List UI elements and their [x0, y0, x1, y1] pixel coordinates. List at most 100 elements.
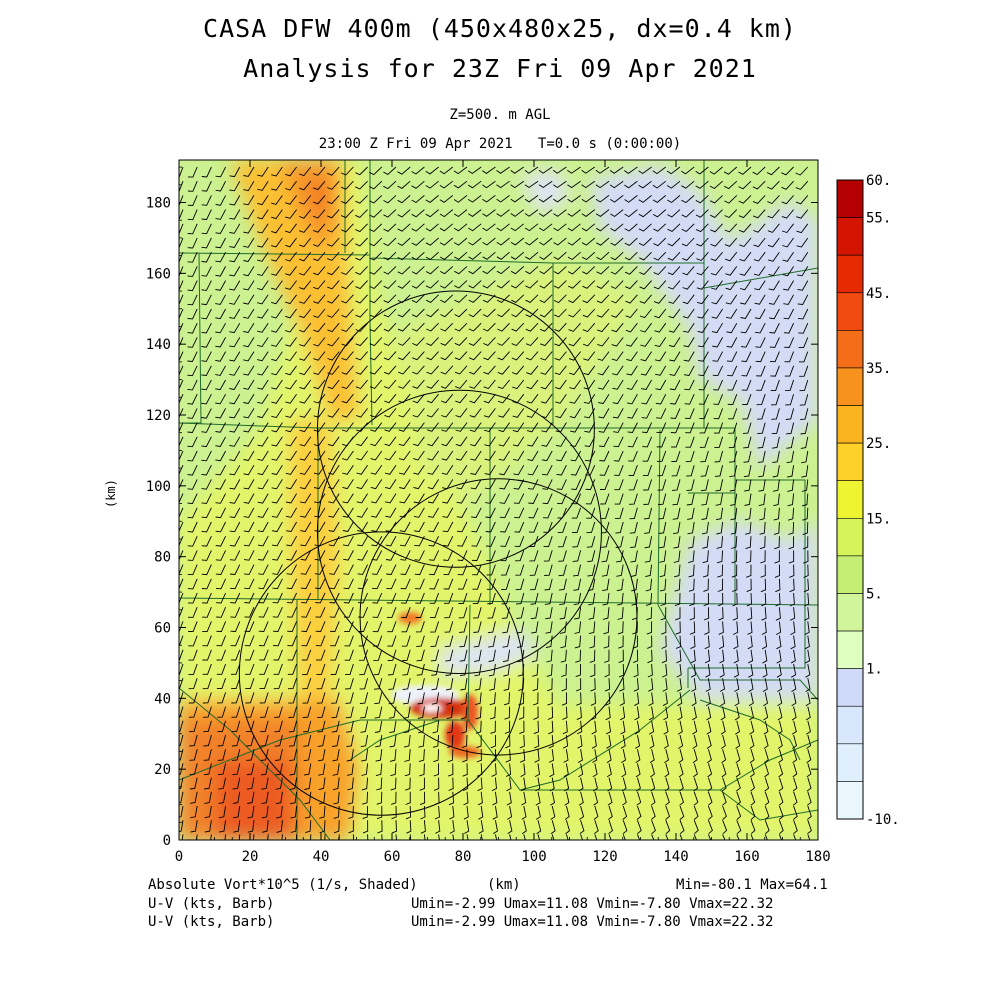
wind-barb [285, 493, 297, 504]
wind-barb [586, 521, 596, 534]
wind-barb [216, 649, 227, 661]
wind-barb [203, 720, 212, 733]
wind-barb [245, 663, 255, 675]
wind-barb [624, 251, 638, 261]
wind-barb [469, 365, 482, 375]
wind-barb [652, 195, 667, 203]
wind-barb [285, 351, 297, 362]
wind-barb [281, 834, 283, 840]
wind-barb [301, 607, 312, 618]
wind-barb [703, 578, 709, 592]
wind-barb [328, 521, 340, 533]
wind-barb [187, 422, 198, 433]
wind-barb [692, 749, 698, 764]
wind-barb [483, 365, 496, 375]
wind-barb [409, 834, 412, 840]
wind-barb [179, 379, 184, 390]
wind-barb [511, 365, 525, 375]
wind-barb [724, 195, 738, 204]
wind-barb [505, 763, 512, 777]
wind-barb [317, 706, 326, 719]
wind-barb [257, 223, 269, 234]
wind-barb [700, 479, 709, 492]
wind-barb [453, 180, 468, 189]
wind-barb [703, 607, 710, 621]
wind-barb [516, 607, 525, 619]
wind-barb [355, 294, 368, 304]
wind-barb [374, 720, 383, 733]
wind-barb [468, 337, 482, 346]
wind-barb [425, 251, 439, 261]
wind-barb [482, 251, 496, 260]
wind-barb [622, 834, 626, 840]
wind-barb [639, 280, 652, 290]
wind-barb [231, 692, 241, 704]
wind-barb [527, 464, 539, 476]
wind-barb [370, 464, 383, 475]
wind-barb [399, 479, 411, 490]
wind-barb [695, 180, 709, 189]
wind-barb [612, 393, 624, 405]
wind-barb [758, 465, 766, 478]
wind-barb [588, 607, 596, 620]
wind-barb [315, 621, 326, 632]
wind-barb [534, 749, 540, 763]
wind-barb [426, 351, 439, 361]
wind-barb [699, 408, 709, 420]
wind-barb [596, 308, 610, 318]
wind-barb [345, 678, 354, 690]
wind-barb [243, 464, 255, 476]
wind-barb [693, 805, 699, 820]
wind-barb [640, 337, 652, 347]
wind-barb [397, 251, 411, 261]
wind-barb [805, 663, 811, 678]
wind-barb [718, 621, 724, 635]
wind-barb [659, 578, 667, 592]
wind-barb [720, 692, 726, 707]
level-label: Z=500. m AGL [449, 107, 551, 123]
wind-barb [510, 209, 525, 217]
wind-barb [766, 166, 780, 176]
wind-barb [646, 607, 653, 621]
wind-barb [640, 365, 652, 376]
wind-barb [432, 720, 440, 734]
wind-barb [389, 720, 397, 734]
wind-barb [513, 493, 525, 504]
wind-barb [777, 706, 783, 721]
wind-barb [454, 251, 468, 260]
wind-barb [554, 337, 567, 347]
wind-barb [530, 592, 539, 605]
wind-barb [187, 493, 198, 504]
wind-barb [179, 408, 184, 419]
wind-barb [285, 195, 297, 205]
wind-barb [533, 706, 539, 720]
wind-barb [404, 749, 411, 762]
wind-barb [774, 550, 780, 564]
wind-barb [781, 180, 794, 190]
wind-barb [358, 592, 369, 604]
wind-barb [359, 692, 369, 704]
wind-barb [398, 408, 411, 418]
wind-barb [657, 493, 667, 506]
wind-barb [564, 805, 570, 820]
wind-barb [581, 166, 596, 174]
wind-barb [216, 592, 227, 604]
wind-barb [243, 450, 255, 462]
wind-barb [612, 379, 624, 390]
wind-barb [464, 820, 470, 834]
wind-barb [792, 791, 798, 806]
wind-barb [807, 820, 812, 835]
wind-barb [428, 535, 440, 547]
wind-barb [706, 720, 712, 735]
wind-barb [219, 820, 227, 833]
wind-barb [313, 351, 326, 361]
wind-barb [529, 536, 539, 547]
wind-barb [445, 649, 454, 662]
wind-barb [747, 607, 753, 621]
wind-barb [261, 791, 269, 805]
wind-barb [299, 422, 312, 433]
wind-barb [797, 294, 809, 305]
wind-barb [372, 592, 383, 604]
wind-barb [469, 379, 482, 389]
wind-barb [470, 479, 482, 490]
